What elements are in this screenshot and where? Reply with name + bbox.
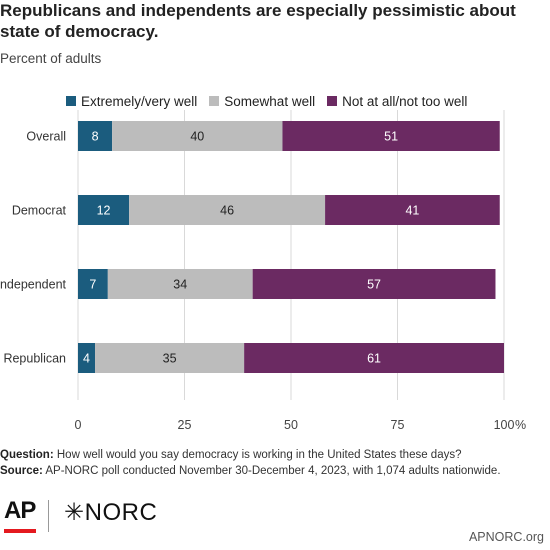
bar-segment: [129, 195, 326, 225]
legend-label: Not at all/not too well: [342, 93, 468, 109]
legend-label: Somewhat well: [224, 93, 316, 109]
bar-segment: [112, 121, 283, 151]
data-label: 34: [173, 278, 187, 292]
data-label: 40: [190, 130, 204, 144]
question-label: Question:: [0, 449, 54, 461]
x-tick-label: 0: [75, 418, 82, 432]
bar-segment: [78, 343, 96, 373]
x-tick-label: 75: [391, 418, 405, 432]
legend-label: Extremely/very well: [81, 93, 198, 109]
data-label: 46: [220, 204, 234, 218]
data-label: 35: [163, 352, 177, 366]
category-label: Overall: [26, 130, 66, 144]
source-label: Source:: [0, 465, 43, 477]
bar-segment: [252, 269, 496, 299]
chart-legend: Extremely/very well Somewhat well Not at…: [66, 92, 479, 110]
data-label: 8: [92, 130, 99, 144]
data-label: 51: [384, 130, 398, 144]
legend-item-very-well: Extremely/very well: [66, 94, 197, 109]
bar-segment: [78, 269, 108, 299]
category-label: Independent: [0, 278, 67, 292]
logo-divider: [48, 500, 49, 532]
source-text: AP-NORC poll conducted November 30-Decem…: [45, 465, 501, 477]
bar-segment: [78, 195, 130, 225]
legend-item-not-well: Not at all/not too well: [327, 94, 467, 109]
bar-segment: [325, 195, 500, 225]
norc-logo-text: NORC: [84, 499, 158, 526]
ap-logo-bar: [4, 529, 36, 533]
data-label: 4: [83, 352, 90, 366]
x-unit-label: %: [515, 418, 526, 432]
data-label: 7: [89, 278, 96, 292]
question-note: Question: How well would you say democra…: [0, 447, 462, 463]
legend-swatch: [327, 96, 338, 106]
question-text: How well would you say democracy is work…: [56, 449, 462, 461]
x-tick-label: 50: [284, 418, 298, 432]
x-tick-label: 100: [494, 418, 515, 432]
bar-segment: [95, 343, 245, 373]
data-label: 12: [97, 204, 111, 218]
category-label: Democrat: [12, 204, 67, 218]
chart-title: Republicans and independents are especia…: [0, 1, 516, 41]
legend-item-somewhat-well: Somewhat well: [209, 94, 315, 109]
chart-subtitle: Percent of adults: [0, 51, 102, 66]
website-link[interactable]: APNORC.org: [468, 530, 544, 544]
asterisk-icon: ✳: [64, 499, 85, 526]
norc-logo: ✳NORC: [64, 498, 157, 527]
bar-segment: [78, 121, 113, 151]
bar-segment: [244, 343, 504, 373]
data-label: 41: [405, 204, 419, 218]
category-label: Republican: [3, 352, 66, 366]
ap-logo: AP: [4, 497, 36, 524]
source-note: Source: AP-NORC poll conducted November …: [0, 463, 501, 479]
data-label: 57: [367, 278, 381, 292]
legend-swatch: [209, 96, 220, 106]
legend-swatch: [66, 96, 76, 106]
x-tick-label: 25: [178, 418, 192, 432]
bar-segment: [107, 269, 253, 299]
data-label: 61: [367, 352, 381, 366]
bar-segment: [282, 121, 500, 151]
